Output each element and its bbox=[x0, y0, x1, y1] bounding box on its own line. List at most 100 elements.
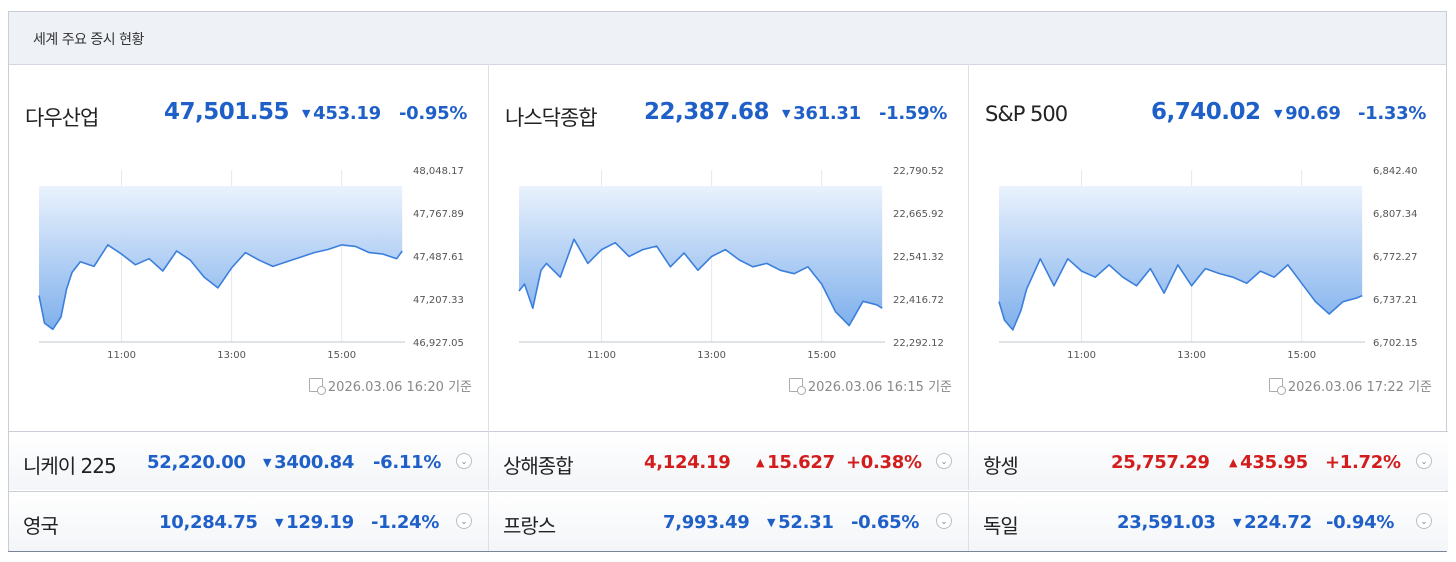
expand-chevron-icon[interactable]: ⌄ bbox=[936, 453, 952, 469]
market-row-nikkei[interactable]: 니케이 225 52,220.00 ▼ 3400.84 -6.11% ⌄ bbox=[9, 431, 489, 490]
market-row-uk[interactable]: 영국 10,284.75 ▼ 129.19 -1.24% ⌄ bbox=[9, 491, 489, 551]
market-value: 4,124.19 bbox=[644, 452, 731, 473]
widget-header: 세계 주요 증시 현황 bbox=[9, 12, 1446, 65]
y-tick-label: 22,416.72 bbox=[893, 295, 944, 306]
market-row-france[interactable]: 프랑스 7,993.49 ▼ 52.31 -0.65% ⌄ bbox=[489, 491, 969, 551]
market-percent: -0.65% bbox=[851, 512, 920, 533]
market-row-germany[interactable]: 독일 23,591.03 ▼ 224.72 -0.94% ⌄ bbox=[969, 491, 1448, 551]
timestamp: 2026.03.06 16:15 기준 bbox=[788, 376, 952, 395]
market-change-value: 15.627 bbox=[767, 452, 835, 473]
y-tick-label: 22,292.12 bbox=[893, 338, 944, 349]
market-change-value: 224.72 bbox=[1244, 512, 1312, 533]
market-change: ▼ 129.19 bbox=[275, 512, 354, 533]
down-arrow-icon: ▼ bbox=[782, 107, 791, 120]
intraday-chart: 48,048.17 47,767.89 47,487.61 47,207.33 46,9… bbox=[38, 166, 464, 361]
y-tick-label: 6,737.21 bbox=[1373, 295, 1418, 306]
down-arrow-icon: ▼ bbox=[767, 516, 776, 529]
up-arrow-icon: ▲ bbox=[1229, 456, 1238, 469]
index-change-value: 453.19 bbox=[313, 103, 381, 124]
market-name: 상해종합 bbox=[503, 454, 574, 478]
down-arrow-icon: ▼ bbox=[1274, 107, 1283, 120]
intraday-chart: 6,842.40 6,807.34 6,772.27 6,737.21 6,702.15… bbox=[998, 166, 1418, 361]
timestamp-text: 2026.03.06 16:20 기준 bbox=[327, 380, 472, 395]
market-name: 영국 bbox=[23, 514, 59, 538]
down-arrow-icon: ▼ bbox=[1233, 516, 1242, 529]
series-line bbox=[518, 238, 883, 327]
x-tick-label: 15:00 bbox=[1287, 350, 1316, 361]
index-panel-sp500[interactable]: S&P 500 6,740.02 ▼ 90.69 -1.33% 6,842.40 6… bbox=[969, 64, 1448, 431]
y-tick-label: 6,842.40 bbox=[1373, 166, 1418, 177]
market-value: 52,220.00 bbox=[147, 452, 246, 473]
market-value: 23,591.03 bbox=[1117, 512, 1216, 533]
clock-icon bbox=[308, 378, 326, 395]
market-value: 7,993.49 bbox=[663, 512, 750, 533]
market-change: ▼ 224.72 bbox=[1233, 512, 1312, 533]
timestamp: 2026.03.06 16:20 기준 bbox=[308, 376, 472, 395]
index-change: ▼ 361.31 bbox=[782, 103, 861, 124]
y-tick-label: 6,772.27 bbox=[1373, 252, 1418, 263]
index-name: 다우산업 bbox=[25, 106, 99, 130]
expand-chevron-icon[interactable]: ⌄ bbox=[1416, 513, 1432, 529]
index-change: ▼ 90.69 bbox=[1274, 103, 1341, 124]
index-value: 47,501.55 bbox=[164, 99, 290, 125]
index-panel-nasdaq[interactable]: 나스닥종합 22,387.68 ▼ 361.31 -1.59% 22,790.52… bbox=[489, 64, 969, 431]
series-area bbox=[999, 186, 1363, 330]
market-value: 10,284.75 bbox=[159, 512, 258, 533]
index-name: 나스닥종합 bbox=[505, 106, 598, 130]
market-change-value: 3400.84 bbox=[274, 452, 355, 473]
down-arrow-icon: ▼ bbox=[302, 107, 311, 120]
market-name: 항셍 bbox=[983, 454, 1019, 478]
x-tick-label: 11:00 bbox=[1067, 350, 1096, 361]
series-line bbox=[38, 244, 403, 331]
y-tick-label: 6,702.15 bbox=[1373, 338, 1418, 349]
market-name: 프랑스 bbox=[503, 514, 556, 538]
market-percent: -0.94% bbox=[1326, 512, 1395, 533]
index-change: ▼ 453.19 bbox=[302, 103, 381, 124]
expand-chevron-icon[interactable]: ⌄ bbox=[936, 513, 952, 529]
series-area bbox=[39, 186, 403, 330]
market-change: ▲ 15.627 bbox=[756, 452, 835, 473]
y-tick-label: 22,665.92 bbox=[893, 209, 944, 220]
index-percent: -0.95% bbox=[399, 103, 468, 124]
down-arrow-icon: ▼ bbox=[263, 456, 272, 469]
timestamp-text: 2026.03.06 17:22 기준 bbox=[1287, 380, 1432, 395]
x-tick-label: 13:00 bbox=[1177, 350, 1206, 361]
intraday-chart: 22,790.52 22,665.92 22,541.32 22,416.72 22,2… bbox=[518, 166, 944, 361]
expand-chevron-icon[interactable]: ⌄ bbox=[456, 453, 472, 469]
widget-title: 세계 주요 증시 현황 bbox=[33, 32, 144, 48]
y-tick-label: 46,927.05 bbox=[413, 338, 464, 349]
y-tick-label: 47,487.61 bbox=[413, 252, 464, 263]
x-tick-label: 15:00 bbox=[327, 350, 356, 361]
x-tick-label: 15:00 bbox=[807, 350, 836, 361]
market-value: 25,757.29 bbox=[1111, 452, 1210, 473]
y-tick-label: 6,807.34 bbox=[1373, 209, 1418, 220]
down-arrow-icon: ▼ bbox=[275, 516, 284, 529]
y-tick-label: 47,207.33 bbox=[413, 295, 464, 306]
index-percent: -1.59% bbox=[879, 103, 948, 124]
timestamp-text: 2026.03.06 16:15 기준 bbox=[807, 380, 952, 395]
market-row-hangseng[interactable]: 항셍 25,757.29 ▲ 435.95 +1.72% ⌄ bbox=[969, 431, 1448, 490]
index-value: 6,740.02 bbox=[1151, 99, 1261, 125]
market-change: ▲ 435.95 bbox=[1229, 452, 1308, 473]
index-change-value: 90.69 bbox=[1285, 103, 1341, 124]
expand-chevron-icon[interactable]: ⌄ bbox=[1416, 453, 1432, 469]
up-arrow-icon: ▲ bbox=[756, 456, 765, 469]
y-tick-label: 22,790.52 bbox=[893, 166, 944, 177]
market-change: ▼ 52.31 bbox=[767, 512, 834, 533]
index-name: S&P 500 bbox=[985, 102, 1068, 126]
expand-chevron-icon[interactable]: ⌄ bbox=[456, 513, 472, 529]
y-tick-label: 48,048.17 bbox=[413, 166, 464, 177]
x-tick-label: 11:00 bbox=[107, 350, 136, 361]
market-percent: +0.38% bbox=[846, 452, 922, 473]
index-panel-dow[interactable]: 다우산업 47,501.55 ▼ 453.19 -0.95% 48,048.17 4… bbox=[9, 64, 489, 431]
timestamp: 2026.03.06 17:22 기준 bbox=[1268, 376, 1432, 395]
clock-icon bbox=[1268, 378, 1286, 395]
market-row-shanghai[interactable]: 상해종합 4,124.19 ▲ 15.627 +0.38% ⌄ bbox=[489, 431, 969, 490]
market-name: 니케이 225 bbox=[23, 454, 117, 478]
market-change: ▼ 3400.84 bbox=[263, 452, 354, 473]
x-tick-label: 13:00 bbox=[217, 350, 246, 361]
x-tick-label: 13:00 bbox=[697, 350, 726, 361]
market-percent: -6.11% bbox=[373, 452, 442, 473]
market-percent: +1.72% bbox=[1325, 452, 1401, 473]
market-change-value: 129.19 bbox=[286, 512, 354, 533]
